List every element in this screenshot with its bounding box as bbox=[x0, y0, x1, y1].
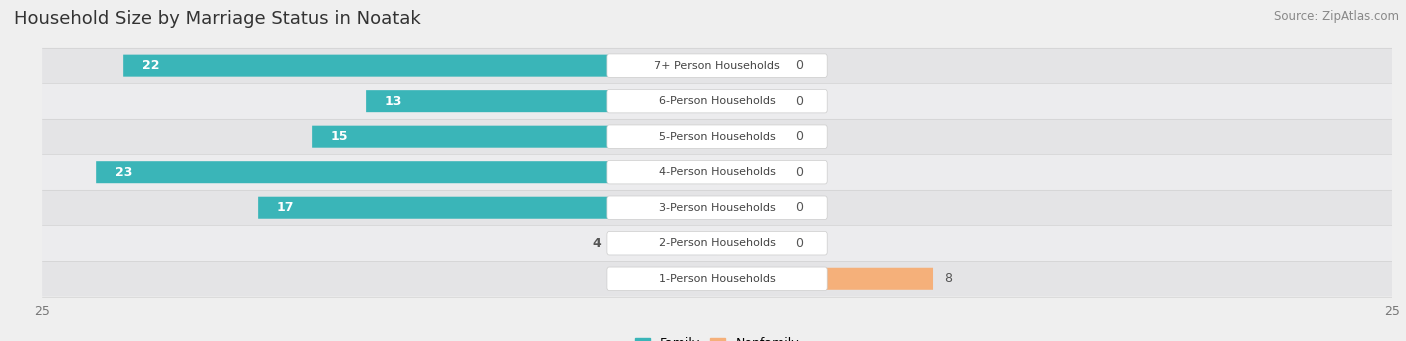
FancyBboxPatch shape bbox=[42, 261, 1392, 297]
Text: 4: 4 bbox=[592, 237, 600, 250]
Text: 2-Person Households: 2-Person Households bbox=[658, 238, 776, 248]
FancyBboxPatch shape bbox=[609, 232, 717, 254]
FancyBboxPatch shape bbox=[42, 154, 1392, 190]
FancyBboxPatch shape bbox=[312, 126, 717, 148]
Text: 0: 0 bbox=[796, 59, 803, 72]
FancyBboxPatch shape bbox=[607, 89, 827, 113]
FancyBboxPatch shape bbox=[42, 225, 1392, 261]
FancyBboxPatch shape bbox=[42, 190, 1392, 225]
Legend: Family, Nonfamily: Family, Nonfamily bbox=[636, 337, 799, 341]
Text: 0: 0 bbox=[796, 130, 803, 143]
FancyBboxPatch shape bbox=[607, 232, 827, 255]
Text: Household Size by Marriage Status in Noatak: Household Size by Marriage Status in Noa… bbox=[14, 10, 420, 28]
Text: 22: 22 bbox=[142, 59, 159, 72]
Text: 13: 13 bbox=[385, 95, 402, 108]
Text: 6-Person Households: 6-Person Households bbox=[658, 96, 776, 106]
FancyBboxPatch shape bbox=[717, 197, 785, 219]
FancyBboxPatch shape bbox=[42, 48, 1392, 84]
FancyBboxPatch shape bbox=[717, 55, 785, 77]
Text: 5-Person Households: 5-Person Households bbox=[658, 132, 776, 142]
FancyBboxPatch shape bbox=[42, 119, 1392, 154]
Text: 15: 15 bbox=[330, 130, 349, 143]
FancyBboxPatch shape bbox=[607, 161, 827, 184]
FancyBboxPatch shape bbox=[717, 232, 785, 254]
Text: 0: 0 bbox=[796, 166, 803, 179]
Text: 8: 8 bbox=[943, 272, 952, 285]
Text: 7+ Person Households: 7+ Person Households bbox=[654, 61, 780, 71]
FancyBboxPatch shape bbox=[717, 90, 785, 112]
Text: 3-Person Households: 3-Person Households bbox=[658, 203, 776, 213]
FancyBboxPatch shape bbox=[366, 90, 717, 112]
Text: Source: ZipAtlas.com: Source: ZipAtlas.com bbox=[1274, 10, 1399, 23]
Text: 1-Person Households: 1-Person Households bbox=[658, 274, 776, 284]
FancyBboxPatch shape bbox=[717, 161, 785, 183]
FancyBboxPatch shape bbox=[96, 161, 717, 183]
FancyBboxPatch shape bbox=[607, 267, 827, 291]
FancyBboxPatch shape bbox=[717, 268, 934, 290]
FancyBboxPatch shape bbox=[607, 125, 827, 148]
FancyBboxPatch shape bbox=[259, 197, 717, 219]
FancyBboxPatch shape bbox=[607, 196, 827, 220]
Text: 17: 17 bbox=[277, 201, 294, 214]
FancyBboxPatch shape bbox=[42, 84, 1392, 119]
Text: 0: 0 bbox=[796, 95, 803, 108]
FancyBboxPatch shape bbox=[717, 126, 785, 148]
Text: 4-Person Households: 4-Person Households bbox=[658, 167, 776, 177]
Text: 23: 23 bbox=[115, 166, 132, 179]
FancyBboxPatch shape bbox=[607, 54, 827, 77]
Text: 0: 0 bbox=[796, 237, 803, 250]
Text: 0: 0 bbox=[796, 201, 803, 214]
FancyBboxPatch shape bbox=[124, 55, 717, 77]
